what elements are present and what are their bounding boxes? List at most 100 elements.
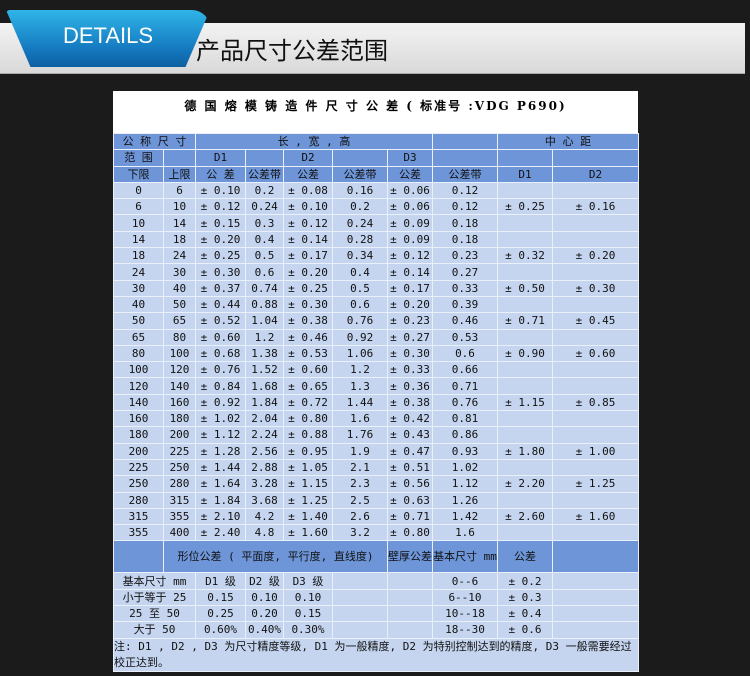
table-cell: ± 0.37 — [195, 279, 246, 297]
table-cell: 140 — [113, 393, 164, 412]
table-cell: 0.88 — [245, 295, 284, 314]
table-cell: 355 — [163, 507, 196, 526]
wall-tolerance-cell: ± 0.4 — [497, 605, 553, 623]
empty-cell — [387, 588, 433, 607]
table-cell: ± 2.40 — [195, 524, 246, 542]
table-cell: 1.9 — [332, 442, 388, 460]
wall-basic-size-cell: 18--30 — [432, 621, 498, 639]
table-cell: 40 — [113, 295, 164, 314]
table-cell: ± 0.88 — [283, 426, 333, 444]
table-cell: 1.04 — [245, 312, 284, 330]
table-row: 160 180 ± 1.02 2.04 ± 0.80 1.6 ± 0.42 0.81 — [113, 410, 639, 428]
table-cell: ± 0.33 — [387, 361, 433, 379]
table-cell: ± 0.60 — [195, 328, 246, 346]
table-cell: 0.74 — [245, 279, 284, 297]
table-cell: 50 — [163, 295, 196, 314]
table-cell: 18 — [113, 247, 164, 265]
table-cell: 0.12 — [432, 198, 498, 216]
table-cell: 65 — [163, 312, 196, 330]
nominal-size-header: 公 称 尺 寸 — [113, 132, 196, 151]
table-cell: 24 — [113, 263, 164, 281]
table-row: 6 10 ± 0.12 0.24 ± 0.10 0.2 ± 0.06 0.12 ± 0.25 ± … — [113, 198, 639, 216]
header-row-2: 范 围 D1 D2 D3 — [113, 149, 639, 167]
geo-row: 25 至 50 0.25 0.20 0.15 10--18 ± 0.4 — [113, 605, 639, 623]
table-cell: ± 0.30 — [195, 263, 246, 281]
empty-cell — [332, 588, 388, 607]
table-cell — [497, 491, 553, 509]
table-cell: 1.3 — [332, 377, 388, 395]
table-row: 315 355 ± 2.10 4.2 ± 1.40 2.6 ± 0.71 1.42 ± 2.60… — [113, 507, 639, 526]
table-cell: ± 0.42 — [387, 410, 433, 428]
table-cell: ± 0.14 — [283, 230, 333, 249]
table-cell: ± 0.17 — [387, 279, 433, 297]
table-cell: 0.24 — [332, 214, 388, 232]
table-cell: ± 0.38 — [387, 393, 433, 412]
table-cell: 0.34 — [332, 247, 388, 265]
table-cell: ± 0.85 — [552, 393, 639, 412]
empty-cell — [332, 621, 388, 639]
table-cell — [552, 263, 639, 281]
table-cell: 14 — [113, 230, 164, 249]
table-cell — [552, 426, 639, 444]
table-cell: ± 0.08 — [283, 181, 333, 200]
table-cell: ± 1.28 — [195, 442, 246, 460]
empty-cell — [113, 540, 164, 574]
table-cell — [497, 214, 553, 232]
table-cell: 0.4 — [245, 230, 284, 249]
table-cell: 10 — [113, 214, 164, 232]
geo-d1-cell: 0.60% — [195, 621, 246, 639]
table-cell: 355 — [113, 524, 164, 542]
table-cell: ± 0.14 — [387, 263, 433, 281]
table-cell: 280 — [163, 475, 196, 493]
table-cell: 80 — [113, 344, 164, 363]
table-cell: 1.12 — [432, 475, 498, 493]
table-cell: ± 0.84 — [195, 377, 246, 395]
table-cell — [497, 295, 553, 314]
empty-cell — [245, 149, 284, 167]
table-cell: ± 1.15 — [283, 475, 333, 493]
column-header: D1 — [497, 165, 553, 183]
column-header: 公差带 — [432, 165, 498, 183]
table-cell: 120 — [163, 361, 196, 379]
wall-basic-size-cell: 6--10 — [432, 588, 498, 607]
table-cell: ± 0.36 — [387, 377, 433, 395]
table-row: 50 65 ± 0.52 1.04 ± 0.38 0.76 ± 0.23 0.46 ± 0.71… — [113, 312, 639, 330]
table-cell: 315 — [163, 491, 196, 509]
table-cell: ± 0.30 — [283, 295, 333, 314]
table-cell: ± 1.05 — [283, 458, 333, 477]
table-cell — [552, 295, 639, 314]
table-cell: 0.18 — [432, 214, 498, 232]
table-cell: 0.12 — [432, 181, 498, 200]
table-cell: ± 0.71 — [387, 507, 433, 526]
geo-size-cell: 25 至 50 — [113, 605, 196, 623]
table-cell: ± 0.23 — [387, 312, 433, 330]
table-cell: ± 0.27 — [387, 328, 433, 346]
table-cell — [497, 181, 553, 200]
empty-cell — [387, 605, 433, 623]
table-cell: ± 0.65 — [283, 377, 333, 395]
center-distance-header: 中 心 距 — [497, 132, 639, 151]
table-cell: 0.33 — [432, 279, 498, 297]
d3-header: D3 — [387, 149, 433, 167]
form-tolerance-header: 形位公差 ( 平面度, 平行度, 直线度) — [163, 540, 388, 574]
table-cell — [552, 181, 639, 200]
column-header: 公差带 — [332, 165, 388, 183]
table-cell: ± 0.95 — [283, 442, 333, 460]
geo-row: 大于 50 0.60% 0.40% 0.30% 18--30 ± 0.6 — [113, 621, 639, 639]
table-cell: 10 — [163, 198, 196, 216]
table-cell: 140 — [163, 377, 196, 395]
basic-size-header: 基本尺寸 mm — [432, 540, 498, 574]
geo-header-row: 形位公差 ( 平面度, 平行度, 直线度) 壁厚公差 基本尺寸 mm 公差 — [113, 540, 639, 574]
table-cell: 0.93 — [432, 442, 498, 460]
geo-d1-cell: 0.25 — [195, 605, 246, 623]
table-cell: ± 0.50 — [497, 279, 553, 297]
table-cell: 0.28 — [332, 230, 388, 249]
table-cell: 0.86 — [432, 426, 498, 444]
d1-header: D1 — [195, 149, 246, 167]
table-cell: ± 0.32 — [497, 247, 553, 265]
table-cell: 0.2 — [245, 181, 284, 200]
table-cell — [497, 230, 553, 249]
table-row: 355 400 ± 2.40 4.8 ± 1.60 3.2 ± 0.80 1.6 — [113, 524, 639, 542]
table-cell: 1.44 — [332, 393, 388, 412]
geo-row: 小于等于 25 0.15 0.10 0.10 6--10 ± 0.3 — [113, 588, 639, 607]
